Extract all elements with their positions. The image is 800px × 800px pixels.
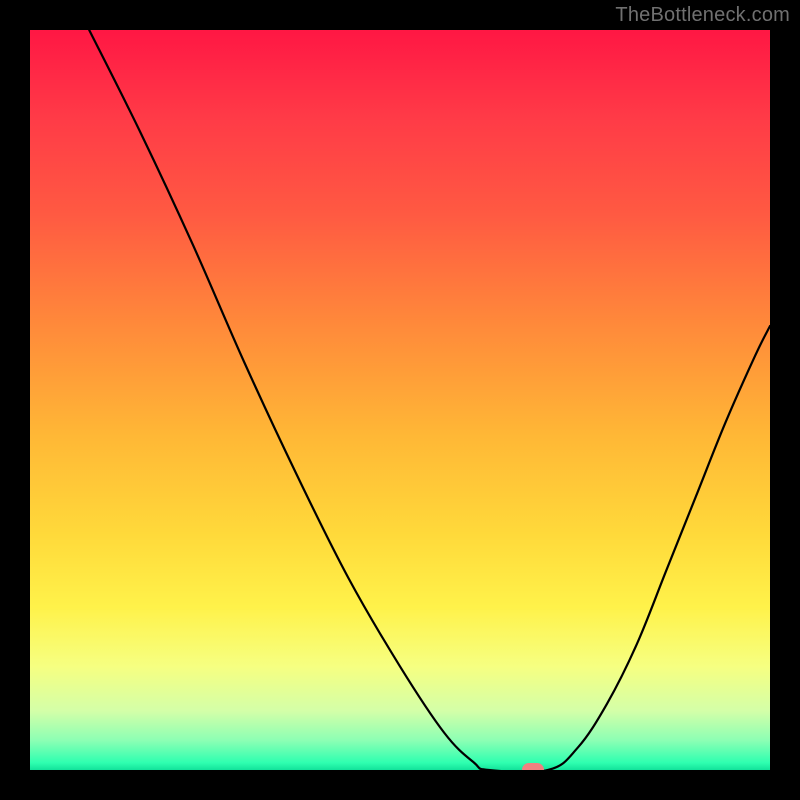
optimal-marker [522, 763, 544, 770]
attribution-text: TheBottleneck.com [615, 4, 790, 27]
plot-area [30, 30, 770, 770]
curve-path [89, 30, 770, 770]
chart-stage: TheBottleneck.com [0, 0, 800, 800]
bottleneck-curve [30, 30, 770, 770]
